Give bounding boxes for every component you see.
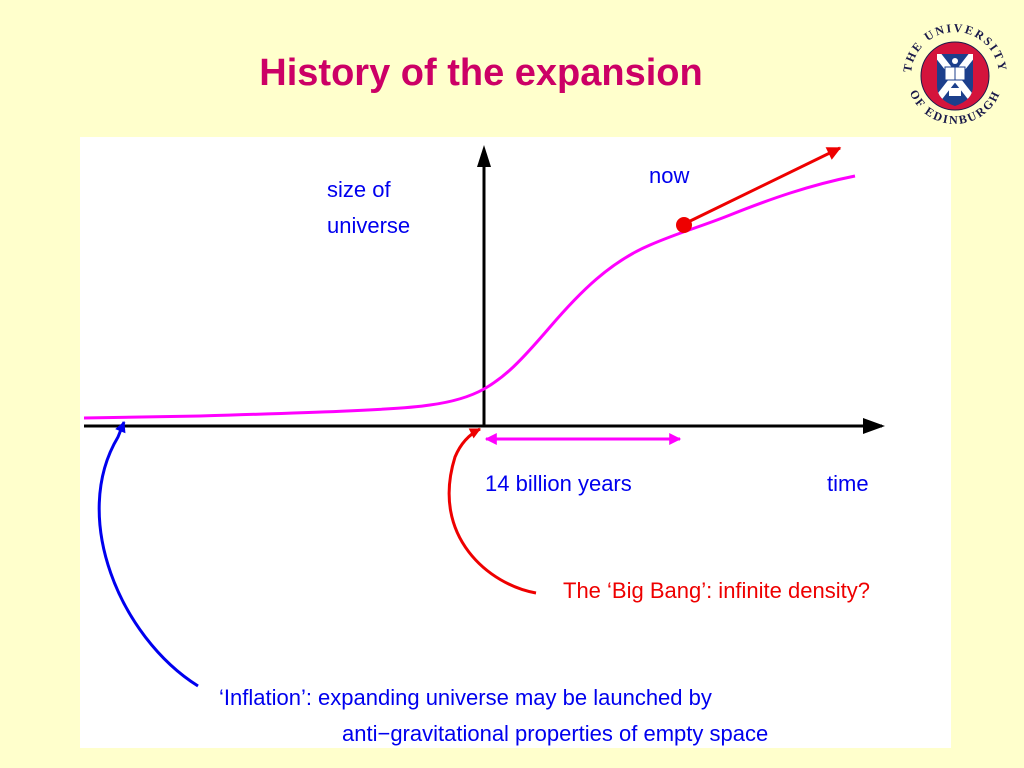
now-label: now [649, 163, 690, 188]
inflation-annotation-line2: anti−gravitational properties of empty s… [342, 721, 769, 746]
y-axis-label-line2: universe [327, 213, 411, 238]
size-axis-arrowhead-icon [477, 145, 491, 167]
expansion-curve [83, 174, 856, 420]
inflation-pointer-arrow [97, 420, 199, 688]
diagram-panel: size of universe now 14 billion years ti… [80, 137, 951, 748]
expansion-diagram [83, 145, 885, 688]
interval-label: 14 billion years [485, 471, 632, 496]
time-axis-arrowhead-icon [863, 418, 885, 434]
university-crest-logo: THE UNIVERSITY OF EDINBURGH [900, 21, 1008, 127]
y-axis-label-line1: size of [327, 177, 391, 202]
now-marker [676, 217, 692, 233]
now-tangent-arrow [683, 146, 842, 226]
big-bang-annotation: The ‘Big Bang’: infinite density? [563, 578, 870, 603]
big-bang-pointer-arrow [447, 427, 537, 595]
slide-title: History of the expansion [259, 52, 703, 94]
inflation-annotation-line1: ‘Inflation’: expanding universe may be l… [219, 685, 712, 710]
x-axis-label: time [827, 471, 869, 496]
